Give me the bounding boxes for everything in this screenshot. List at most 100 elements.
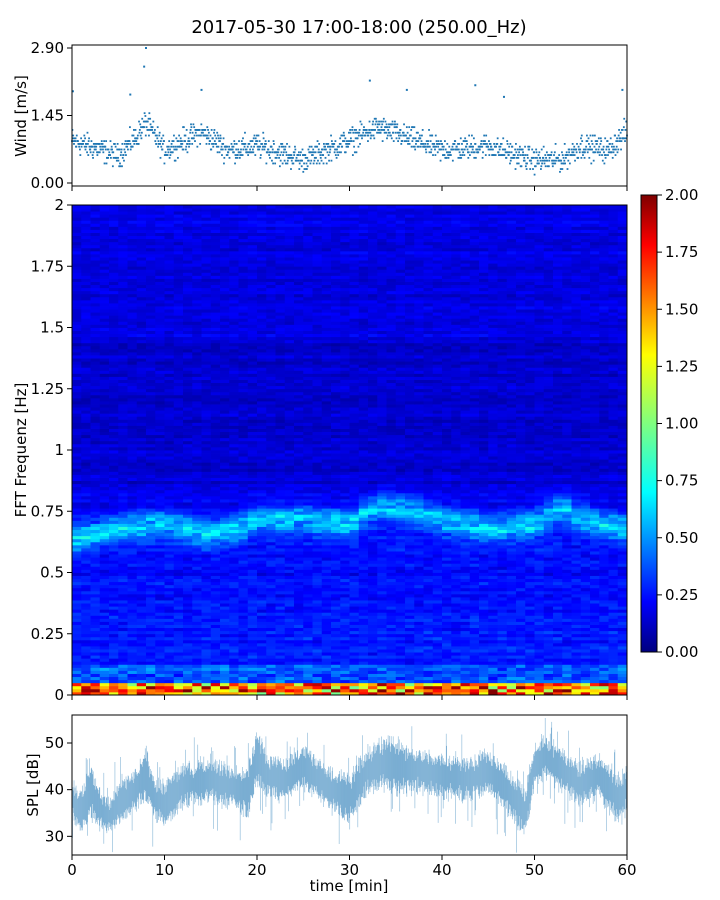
- wind-point: [224, 148, 227, 151]
- spectrogram-cell: [303, 649, 313, 653]
- spectrogram-cell: [247, 624, 258, 629]
- spectrogram-cell: [590, 618, 600, 622]
- spectrogram-cell: [127, 673, 138, 678]
- spectrogram-cell: [183, 649, 193, 653]
- spectrogram-cell: [414, 560, 424, 564]
- spectrogram-cell: [571, 670, 582, 674]
- wind-point: [245, 148, 248, 151]
- wind-point: [587, 148, 590, 151]
- wind-point: [419, 134, 421, 137]
- spectrogram-cell: [72, 575, 82, 580]
- spectrogram-cell: [516, 685, 526, 690]
- spectrogram-cell: [72, 661, 82, 665]
- wind-point: [119, 165, 122, 168]
- spectrogram-cell: [99, 520, 110, 524]
- wind-point: [358, 129, 361, 131]
- spectrogram-cell: [136, 511, 147, 515]
- spectrogram-cell: [562, 590, 572, 595]
- spectrogram-cell: [99, 639, 110, 644]
- spectrogram-cell: [395, 600, 406, 604]
- spectrogram-cell: [312, 652, 323, 656]
- spectrogram-cell: [72, 603, 82, 607]
- wind-point: [148, 134, 150, 137]
- spectrogram-cell: [395, 682, 406, 687]
- wind-point: [505, 156, 508, 159]
- wind-point: [343, 140, 346, 142]
- spectrogram-cell: [183, 523, 193, 527]
- spectrogram-cell: [136, 554, 147, 558]
- wind-point: [518, 148, 521, 151]
- spectrogram-cell: [442, 624, 452, 629]
- spectrogram-cell: [386, 572, 397, 576]
- spectrogram-cell: [405, 548, 415, 552]
- spectrogram-cell: [386, 688, 397, 693]
- spectrogram-cell: [386, 652, 397, 656]
- spectrogram-cell: [516, 679, 526, 684]
- spectrogram-cell: [590, 673, 600, 678]
- wind-point: [127, 143, 130, 145]
- spectrogram-cell: [516, 658, 526, 662]
- spectrogram-cell: [617, 593, 628, 598]
- spectrogram-cell: [331, 661, 341, 665]
- spectrogram-cell: [173, 514, 184, 518]
- spectrogram-cell: [220, 535, 230, 540]
- spectrogram-cell: [220, 667, 230, 671]
- spectrogram-cell: [479, 682, 489, 687]
- wind-point: [499, 145, 502, 148]
- spectrogram-cell: [294, 630, 304, 635]
- spectrogram-cell: [608, 514, 619, 518]
- spectrogram-cell: [386, 578, 397, 583]
- spectrogram-cell: [442, 621, 452, 625]
- wind-point: [143, 65, 146, 68]
- spectrogram-cell: [525, 679, 535, 684]
- spectrogram-cell: [377, 679, 387, 684]
- spectrogram-cell: [516, 633, 526, 638]
- spectrogram-cell: [192, 563, 202, 567]
- wind-point: [433, 145, 436, 148]
- spectrogram-cell: [617, 544, 628, 549]
- spectrogram-cell: [358, 661, 369, 665]
- spectrogram-cell: [257, 673, 267, 678]
- spectrogram-cell: [118, 639, 128, 644]
- spectrogram-cell: [90, 639, 101, 644]
- wind-point: [371, 129, 374, 131]
- spectrogram-cell: [192, 517, 202, 521]
- spectrogram-cell: [414, 685, 424, 690]
- spectrogram-cell: [349, 535, 360, 540]
- spectrogram-cell: [173, 691, 184, 696]
- spectrogram-cell: [173, 511, 184, 515]
- spectrogram-cell: [432, 548, 443, 552]
- spectrogram-cell: [432, 578, 443, 583]
- spectrogram-cell: [469, 541, 480, 546]
- spectrogram-cell: [220, 572, 230, 576]
- spectrogram-cell: [109, 609, 119, 613]
- wind-point: [123, 143, 126, 145]
- spectrogram-cell: [386, 600, 397, 604]
- spectrogram-cell: [460, 630, 471, 635]
- spectrogram-cell: [99, 655, 110, 659]
- spectrogram-cell: [423, 670, 434, 674]
- spectrogram-cell: [349, 590, 360, 595]
- spectrogram-cell: [599, 538, 609, 543]
- spectrogram-cell: [321, 624, 332, 629]
- spectrogram-cell: [460, 606, 471, 610]
- wind-point: [190, 137, 193, 140]
- spectrogram-cell: [599, 639, 609, 644]
- spectrogram-cell: [331, 557, 341, 561]
- spectrogram-cell: [488, 557, 498, 561]
- spectrogram-cell: [284, 514, 295, 518]
- spectrogram-cell: [377, 633, 387, 638]
- spectrogram-cell: [543, 529, 554, 534]
- spectrogram-cell: [617, 682, 628, 687]
- wind-point: [277, 151, 280, 154]
- wind-point: [451, 159, 454, 162]
- spectrogram-cell: [90, 514, 101, 518]
- wind-point: [326, 151, 329, 154]
- spectrogram-cell: [155, 652, 165, 656]
- spectrogram-cell: [201, 548, 212, 552]
- spectrogram-cell: [349, 541, 360, 546]
- spectrogram-cell: [460, 624, 471, 629]
- spectrogram-cell: [220, 557, 230, 561]
- spectrogram-cell: [81, 621, 91, 625]
